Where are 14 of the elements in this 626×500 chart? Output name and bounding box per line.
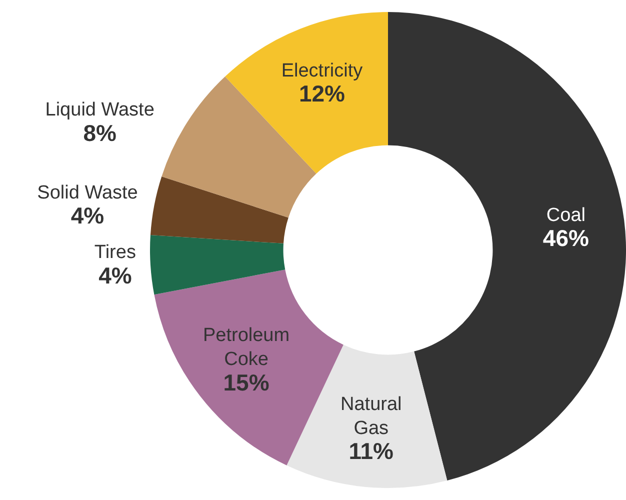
- slice-label: Liquid Waste: [45, 100, 154, 121]
- slice-label: Natural Gas: [340, 394, 402, 439]
- data-label: 4%: [98, 262, 132, 288]
- slice-label: Petroleum Coke: [202, 325, 290, 370]
- data-label: 11%: [348, 438, 394, 464]
- slice-label: Electricity: [281, 60, 364, 82]
- data-label: 8%: [83, 120, 116, 146]
- data-label: 15%: [223, 369, 270, 396]
- data-label: 46%: [542, 224, 589, 251]
- slice-label: Coal: [546, 204, 586, 226]
- data-label: 12%: [298, 80, 345, 107]
- slice-label: Tires: [94, 242, 136, 264]
- slice-label: Solid Waste: [37, 182, 138, 204]
- data-label: 4%: [70, 202, 104, 229]
